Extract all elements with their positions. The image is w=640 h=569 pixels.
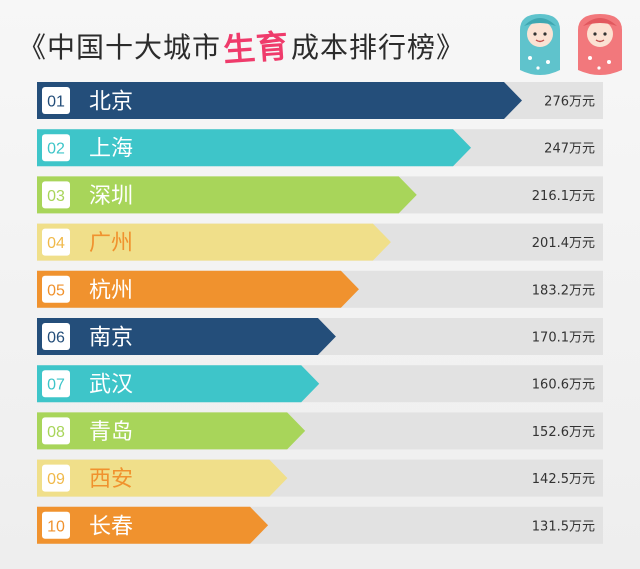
baby-pink-icon (578, 14, 622, 75)
rank-box (42, 417, 70, 445)
rank-box (42, 323, 70, 350)
bar-row: 09 西安 142.5万元 (37, 459, 603, 497)
bar-row: 02 上海 247万元 (37, 129, 603, 167)
title-prefix: 《中国十大城市 (18, 31, 222, 64)
rank-number: 10 (47, 518, 65, 535)
rank-number: 08 (47, 424, 65, 441)
value-label: 216.1万元 (532, 189, 595, 204)
rank-number: 06 (47, 330, 65, 347)
city-label: 北京 (89, 90, 133, 115)
bar-row: 03 深圳 216.1万元 (37, 176, 603, 214)
bar (37, 412, 306, 450)
bar (37, 506, 269, 544)
city-label: 杭州 (89, 278, 133, 303)
rank-box (42, 511, 70, 539)
bar (37, 270, 359, 308)
rank-box (42, 370, 70, 398)
bar (37, 318, 336, 355)
value-label: 170.1万元 (532, 331, 595, 346)
chart-title: 《中国十大城市 生育 成本排行榜》 (18, 18, 465, 74)
rank-box (42, 464, 70, 492)
city-label: 南京 (89, 326, 133, 351)
city-label: 西安 (89, 467, 133, 492)
city-label: 广州 (89, 231, 133, 256)
city-label: 青岛 (89, 420, 133, 445)
rank-box (42, 275, 70, 303)
rank-box (42, 228, 70, 256)
babies-illustration (520, 14, 622, 75)
rank-number: 01 (47, 94, 65, 111)
rank-number: 09 (47, 471, 65, 488)
rank-box (42, 87, 70, 114)
city-label: 武汉 (89, 373, 133, 398)
bar-row: 04 广州 201.4万元 (37, 223, 603, 261)
bar-row: 07 武汉 160.6万元 (37, 365, 603, 403)
bar-row: 01 北京 276万元 (37, 82, 603, 119)
value-label: 142.5万元 (532, 472, 595, 487)
bar (37, 82, 522, 119)
bar (37, 176, 417, 214)
bar-row: 08 青岛 152.6万元 (37, 412, 603, 450)
value-label: 152.6万元 (532, 425, 595, 440)
bar-row: 06 南京 170.1万元 (37, 318, 603, 355)
rank-number: 03 (47, 188, 65, 205)
bar (37, 365, 320, 403)
value-label: 183.2万元 (532, 283, 595, 298)
value-label: 160.6万元 (532, 378, 595, 393)
baby-blue-icon (520, 14, 560, 75)
bar-row: 10 长春 131.5万元 (37, 506, 603, 544)
bar (37, 129, 472, 167)
value-label: 201.4万元 (532, 236, 595, 251)
bar (37, 459, 288, 497)
rank-box (42, 181, 70, 209)
rank-number: 04 (47, 235, 65, 252)
value-label: 247万元 (544, 142, 595, 157)
rank-number: 05 (47, 282, 65, 299)
bar-row: 05 杭州 183.2万元 (37, 270, 603, 308)
city-label: 深圳 (89, 184, 133, 209)
city-label: 上海 (89, 137, 133, 162)
value-label: 276万元 (544, 95, 595, 110)
title-suffix: 成本排行榜》 (291, 31, 466, 64)
city-label: 长春 (89, 514, 133, 539)
bar (37, 223, 391, 261)
rank-box (42, 134, 70, 162)
rank-number: 07 (47, 377, 65, 394)
value-label: 131.5万元 (532, 519, 595, 534)
rank-number: 02 (47, 141, 65, 158)
